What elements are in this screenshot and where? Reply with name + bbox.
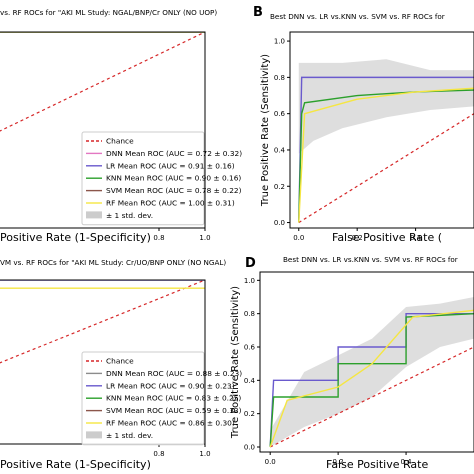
plot-frame [289, 31, 474, 229]
legend-entry: KNN Mean ROC (AUC = 0.90 ± 0.16) [106, 174, 241, 183]
plot-area [0, 280, 205, 364]
legend-entry: Chance [106, 137, 134, 146]
x-axis-label: False Positive Rate [326, 458, 428, 471]
panel-label-b: B [253, 5, 263, 20]
x-tick-label: 0.8 [153, 234, 164, 242]
legend-entry: Chance [106, 357, 134, 366]
y-axis-label: True Positive Rate (Sensitivity) [230, 286, 241, 439]
legend-box [81, 351, 205, 446]
panel-b: 0.0 0.2 0.4 0.0 0.2 0.4 0.6 0.8 1.0 Best DNN vs. … [260, 12, 474, 244]
chart-title: Best DNN vs. LR vs.KNN vs. SVM vs. RF RO… [270, 12, 445, 21]
panel-d: 0.0 0.2 0.4 0.0 0.2 0.4 0.6 0.8 1.0 Best DNN vs. … [230, 255, 474, 471]
chart-title: VM vs. RF ROCs for "AKI ML Study: Cr/UO/… [0, 258, 226, 267]
roc-curve-1 [269, 312, 474, 448]
legend-entry: KNN Mean ROC (AUC = 0.83 ± 0.25) [106, 394, 241, 403]
panel-c: 0.8 1.0 VM vs. RF ROCs for "AKI ML Study: … [0, 258, 242, 471]
legend-entry: ± 1 std. dev. [106, 211, 153, 220]
x-tick-label: 0.0 [293, 234, 304, 242]
legend-entry: SVM Mean ROC (AUC = 0.78 ± 0.22) [106, 186, 242, 195]
panel-a: 0.8 1.0 vs. RF ROCs for "AKI ML Study: NGA… [0, 8, 242, 244]
x-tick-label: 1.0 [199, 234, 210, 242]
roc-curve-0 [298, 113, 474, 224]
plot-area [298, 59, 474, 224]
y-tick-label: 0.0 [274, 219, 285, 227]
x-tick-label: 0.4 [400, 458, 412, 466]
legend-box [81, 131, 205, 226]
legend-entry: RF Mean ROC (AUC = 1.00 ± 0.31) [106, 199, 235, 208]
std-dev-band [298, 59, 474, 154]
y-tick-label: 0.0 [244, 444, 255, 452]
legend-entry: DNN Mean ROC (AUC = 0.72 ± 0.32) [106, 149, 242, 158]
legend-entry: DNN Mean ROC (AUC = 0.88 ± 0.23) [106, 369, 242, 378]
x-tick-label: 0.8 [153, 450, 164, 458]
y-tick-label: 1.0 [244, 277, 255, 285]
x-axis-label: Positive Rate (1-Specificity) [0, 231, 151, 244]
y-tick-label: 0.4 [274, 146, 286, 154]
x-axis-label: False Positive Rate ( [332, 231, 442, 244]
std-dev-band [270, 297, 474, 447]
roc-curve-3 [269, 309, 474, 448]
x-tick-label: 0.2 [352, 234, 363, 242]
y-tick-label: 0.8 [244, 310, 255, 318]
roc-curve-3 [298, 87, 474, 223]
roc-curve-0 [0, 280, 205, 364]
legend-entry: ± 1 std. dev. [106, 431, 153, 440]
x-tick-label: 0.2 [333, 458, 344, 466]
y-tick-label: 0.2 [274, 183, 285, 191]
y-axis-label: True Positive Rate (Sensitivity) [260, 54, 271, 207]
legend-swatch [86, 431, 102, 439]
legend-entry: RF Mean ROC (AUC = 0.86 ± 0.30) [106, 419, 235, 428]
legend-entry: LR Mean ROC (AUC = 0.91 ± 0.16) [106, 161, 235, 170]
chart-title: Best DNN vs. LR vs.KNN vs. SVM vs. RF RO… [283, 255, 458, 264]
x-tick-label: 0.0 [265, 458, 276, 466]
plot-area [269, 297, 474, 448]
y-tick-label: 1.0 [274, 38, 285, 46]
x-axis-label: Positive Rate (1-Specificity) [0, 458, 151, 471]
legend-swatch [86, 211, 102, 219]
y-tick-label: 0.2 [244, 410, 255, 418]
y-tick-label: 0.6 [274, 110, 286, 118]
y-tick-label: 0.4 [244, 377, 256, 385]
legend-entry: LR Mean ROC (AUC = 0.90 ± 0.23) [106, 381, 235, 390]
roc-curve-2 [0, 287, 205, 289]
roc-curve-0 [269, 346, 474, 448]
legend-entry: SVM Mean ROC (AUC = 0.59 ± 0.33) [106, 406, 242, 415]
plot-frame [259, 271, 474, 453]
y-tick-label: 0.8 [274, 74, 285, 82]
chart-title: vs. RF ROCs for "AKI ML Study: NGAL/BNP/… [0, 8, 217, 17]
x-tick-label: 1.0 [199, 450, 210, 458]
x-tick-label: 0.4 [410, 234, 422, 242]
roc-curve-2 [269, 312, 474, 448]
y-tick-label: 0.6 [244, 344, 256, 352]
panel-label-d: D [245, 256, 256, 271]
plot-frame [0, 31, 206, 229]
